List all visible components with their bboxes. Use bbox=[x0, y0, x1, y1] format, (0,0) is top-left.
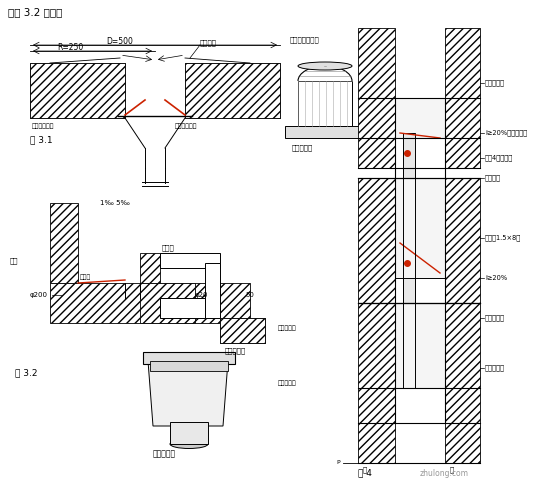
Bar bbox=[445, 303, 480, 423]
Bar bbox=[205, 263, 220, 318]
Bar bbox=[160, 253, 220, 268]
Text: 方型雨水斗: 方型雨水斗 bbox=[153, 449, 176, 458]
Bar bbox=[220, 318, 265, 343]
Text: 防振软帪: 防振软帪 bbox=[485, 174, 501, 181]
Bar bbox=[395, 303, 445, 388]
Bar bbox=[298, 81, 352, 126]
Bar bbox=[358, 178, 395, 303]
Text: 方型雨水斗: 方型雨水斗 bbox=[225, 348, 246, 354]
Bar bbox=[170, 422, 208, 444]
Text: P: P bbox=[337, 460, 340, 466]
Text: 流水刔1.5×8槽: 流水刔1.5×8槽 bbox=[485, 235, 521, 241]
Bar bbox=[445, 423, 480, 463]
Bar bbox=[140, 283, 195, 323]
Text: 用于屋面、阳台: 用于屋面、阳台 bbox=[290, 37, 320, 43]
Text: 1‰ 5‰: 1‰ 5‰ bbox=[100, 200, 130, 206]
Bar bbox=[185, 63, 280, 118]
Bar bbox=[358, 28, 395, 98]
Ellipse shape bbox=[298, 62, 352, 70]
Text: φ200: φ200 bbox=[30, 292, 48, 298]
Text: 内: 内 bbox=[363, 467, 367, 473]
Bar bbox=[285, 126, 365, 138]
Text: R=250: R=250 bbox=[57, 43, 83, 52]
Text: 外窗台樟篱: 外窗台樟篱 bbox=[485, 365, 505, 371]
Bar bbox=[143, 352, 235, 364]
Text: i≥20%，平开台阶: i≥20%，平开台阶 bbox=[485, 130, 527, 136]
Bar bbox=[403, 133, 415, 328]
Bar bbox=[358, 423, 395, 463]
Bar bbox=[160, 298, 205, 318]
Text: D=500: D=500 bbox=[106, 36, 133, 45]
Bar bbox=[395, 98, 445, 138]
Bar bbox=[358, 303, 395, 423]
Text: 屋面: 屋面 bbox=[10, 258, 18, 264]
Text: 和图 3.2 所示：: 和图 3.2 所示： bbox=[8, 7, 62, 17]
Text: 图型雨水斗: 图型雨水斗 bbox=[292, 145, 313, 152]
Bar bbox=[358, 98, 395, 168]
Bar bbox=[185, 63, 280, 118]
Bar bbox=[395, 178, 445, 278]
Text: 图 3.1: 图 3.1 bbox=[30, 135, 53, 144]
Text: 序号4层流水槽: 序号4层流水槽 bbox=[485, 155, 514, 161]
Bar bbox=[30, 63, 125, 118]
Text: 防水油膏嵌缝: 防水油膏嵌缝 bbox=[175, 123, 198, 129]
Text: zhulong.com: zhulong.com bbox=[420, 468, 469, 478]
Text: 用于地面: 用于地面 bbox=[200, 40, 217, 46]
Text: 图 4: 图 4 bbox=[358, 468, 372, 478]
Text: 管卟接哭填防: 管卟接哭填防 bbox=[32, 123, 54, 129]
Text: 防水软水缝: 防水软水缝 bbox=[485, 80, 505, 87]
Text: φ20: φ20 bbox=[195, 292, 208, 298]
Text: 50: 50 bbox=[245, 292, 254, 298]
Bar bbox=[50, 203, 78, 283]
Bar bbox=[445, 28, 480, 98]
Text: 外: 外 bbox=[450, 467, 454, 473]
Ellipse shape bbox=[170, 417, 208, 426]
Text: 汇水区: 汇水区 bbox=[80, 274, 91, 280]
Text: 内窗台樟篱: 内窗台樟篱 bbox=[278, 325, 297, 331]
Bar bbox=[140, 253, 160, 283]
Bar bbox=[150, 361, 228, 371]
Bar bbox=[220, 318, 265, 343]
Text: 排水管: 排水管 bbox=[162, 245, 175, 251]
Bar bbox=[445, 178, 480, 303]
Ellipse shape bbox=[170, 439, 208, 448]
Text: 图 3.2: 图 3.2 bbox=[15, 369, 38, 378]
Text: 外窗台樟篱: 外窗台樟篱 bbox=[278, 380, 297, 386]
Bar bbox=[445, 98, 480, 168]
Text: 内窗台樟篱: 内窗台樟篱 bbox=[485, 315, 505, 321]
Bar bbox=[50, 283, 250, 323]
Text: i≥20%: i≥20% bbox=[485, 275, 507, 281]
Bar bbox=[30, 63, 125, 118]
Polygon shape bbox=[148, 361, 228, 426]
